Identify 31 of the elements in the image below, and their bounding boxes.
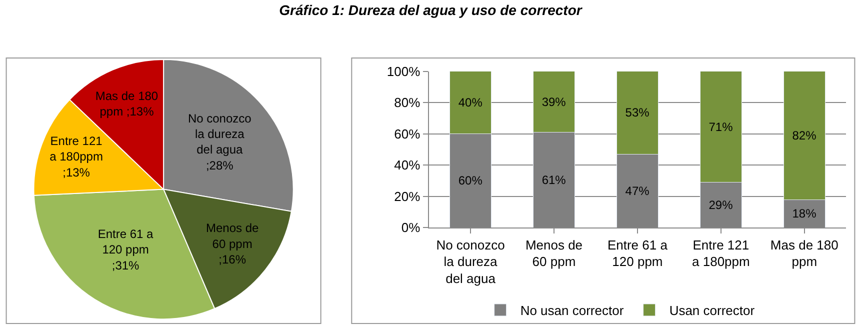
slice-label: Entre 121 a 180ppm bbox=[50, 134, 103, 164]
x-tick-label: Menos de 60 ppm bbox=[525, 237, 583, 270]
data-label: 47% bbox=[625, 184, 650, 198]
y-tick-label: 20% bbox=[394, 188, 421, 204]
y-tick-label: 80% bbox=[394, 95, 421, 110]
data-label: ;16% bbox=[218, 252, 246, 266]
data-label: 82% bbox=[792, 128, 817, 142]
chart-title: Gráfico 1: Dureza del agua y uso de corrector bbox=[279, 2, 584, 18]
legend-label: Usan corrector bbox=[669, 303, 756, 318]
y-tick-label: 40% bbox=[394, 158, 421, 173]
data-label: 71% bbox=[708, 120, 734, 134]
x-tick-label: Entre 121 a 180ppm bbox=[692, 237, 750, 270]
legend-label: No usan corrector bbox=[520, 303, 624, 318]
data-label: 18% bbox=[792, 206, 817, 221]
x-tick-label: Mas de 180 ppm bbox=[770, 237, 838, 270]
slice-label: Mas de 180 ppm ;13% bbox=[95, 88, 158, 118]
data-label: 53% bbox=[625, 106, 650, 120]
y-tick-label: 100% bbox=[386, 64, 421, 79]
x-tick-label: No conozco la dureza del agua bbox=[436, 237, 505, 286]
data-label: 60% bbox=[458, 174, 483, 188]
y-tick-label: 60% bbox=[394, 126, 421, 142]
data-label: ;13% bbox=[62, 165, 90, 180]
data-label: 29% bbox=[708, 198, 734, 212]
data-label: 40% bbox=[458, 96, 483, 110]
data-label: 61% bbox=[542, 172, 566, 187]
slice-label: No conozco la dureza del agua bbox=[188, 112, 252, 157]
data-label: ;31% bbox=[112, 258, 140, 272]
data-label: ;28% bbox=[206, 158, 234, 172]
data-label: 39% bbox=[542, 94, 566, 109]
y-tick-label: 0% bbox=[401, 220, 421, 236]
x-tick-label: Entre 61 a 120 ppm bbox=[607, 237, 668, 270]
